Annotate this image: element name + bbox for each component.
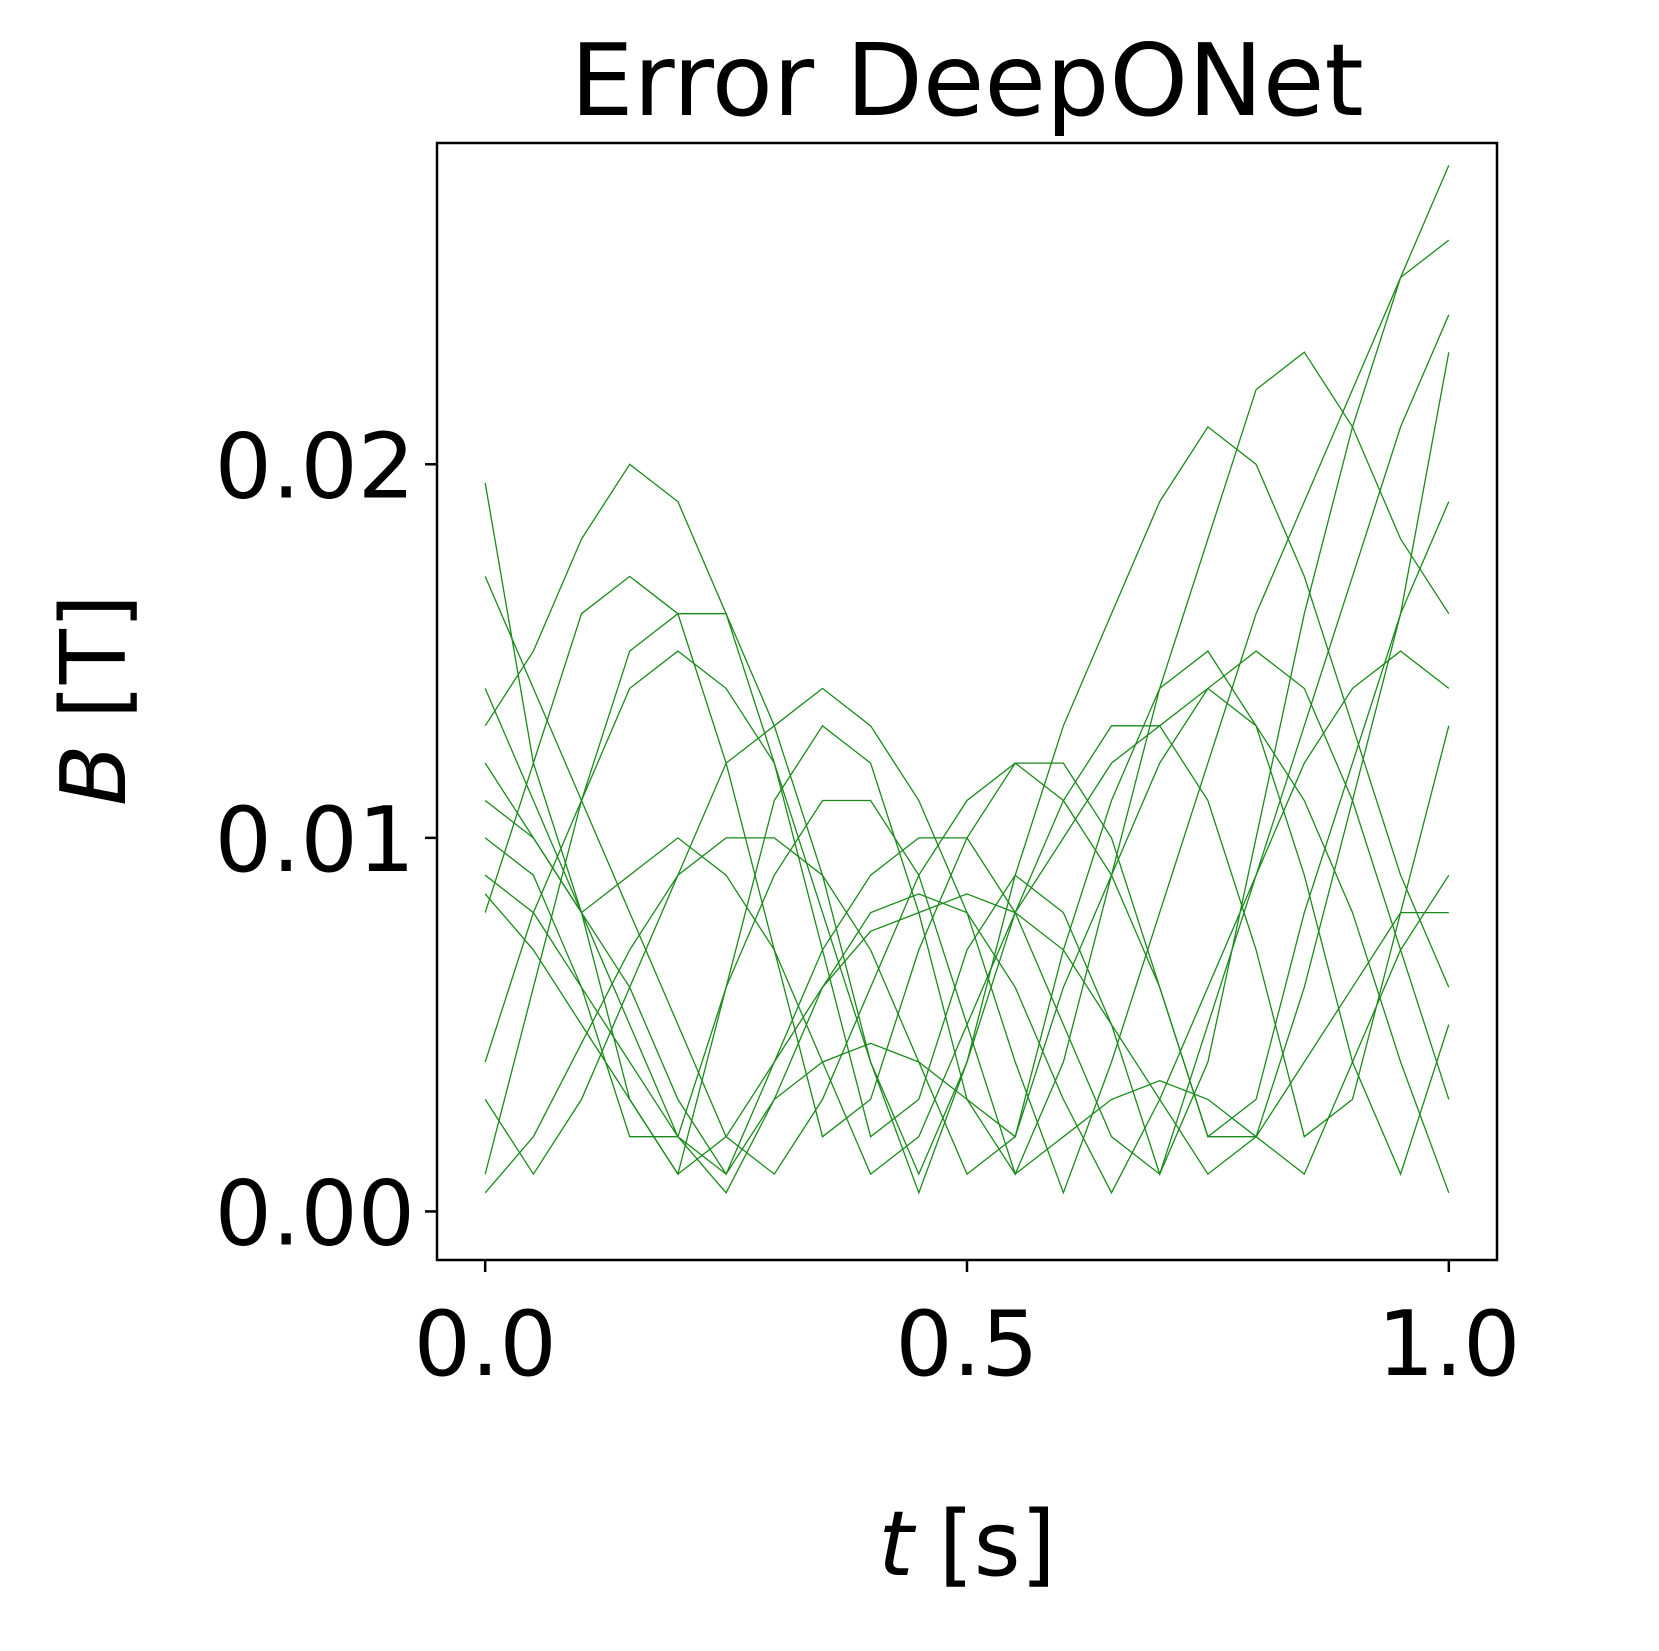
y-axis-label: B [T] (42, 594, 147, 806)
series-line (484, 352, 1450, 1176)
series-line (484, 893, 1449, 1176)
plot-frame (435, 141, 1499, 1262)
y-label-symbol: B (42, 744, 147, 806)
x-label-unit: [s] (939, 1492, 1056, 1597)
x-axis-label: t [s] (878, 1492, 1055, 1597)
x-tick-label: 0.0 (414, 1292, 557, 1397)
series-line (484, 165, 1450, 1176)
y-tick-label: 0.02 (215, 414, 415, 519)
series-line (484, 425, 1450, 1195)
series-line (484, 650, 1450, 1195)
y-tick-label: 0.01 (215, 788, 415, 893)
series-line (484, 239, 1450, 1195)
x-label-symbol: t (878, 1492, 917, 1597)
series-line (484, 501, 1450, 1138)
series-line (484, 314, 1450, 1176)
x-tick-label: 0.5 (895, 1292, 1038, 1397)
series-line (484, 687, 1450, 1194)
series-line (484, 650, 1450, 1194)
chart-title: Error DeepONet (570, 22, 1363, 139)
y-tick-label: 0.00 (215, 1161, 415, 1266)
x-tick-label: 1.0 (1377, 1292, 1520, 1397)
y-label-unit: [T] (42, 594, 147, 719)
series-line (484, 874, 1450, 1176)
series-line (484, 482, 1450, 1176)
